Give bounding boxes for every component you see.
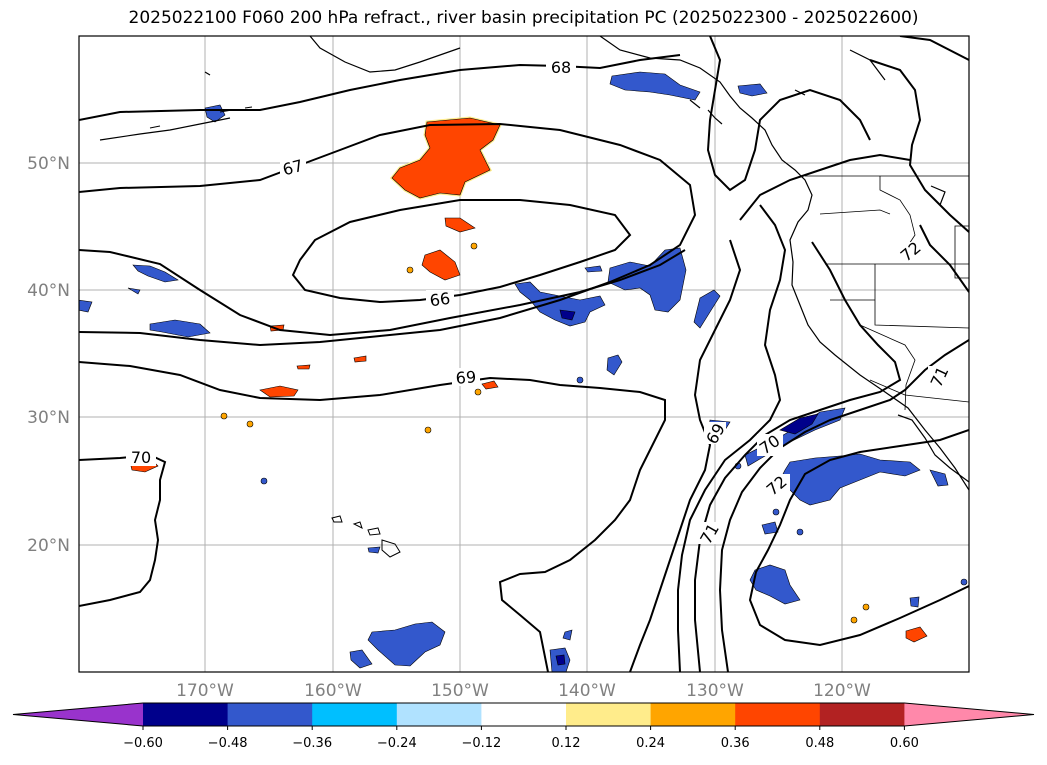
colorbar-tick-label: −0.36 bbox=[292, 736, 332, 751]
lat-label: 30°N bbox=[27, 408, 70, 428]
refractivity-contours bbox=[79, 36, 969, 672]
colorbar-tick-label: 0.12 bbox=[552, 736, 581, 751]
colorbar-tick-label: −0.60 bbox=[123, 736, 163, 751]
precip-positive-patches bbox=[129, 116, 928, 643]
colorbar-bin bbox=[819, 703, 905, 726]
lon-label: 120°W bbox=[813, 681, 871, 701]
colorbar-tick-label: −0.12 bbox=[461, 736, 501, 751]
lon-label: 160°W bbox=[304, 681, 362, 701]
political-borders bbox=[805, 175, 969, 411]
colorbar: −0.60 −0.48 −0.36 −0.24 −0.12 0.12 0.24 0.36 0.4… bbox=[12, 702, 1035, 751]
colorbar-tick-label: 0.24 bbox=[636, 736, 665, 751]
colorbar-extend-max bbox=[904, 703, 1034, 726]
map-frame bbox=[78, 35, 970, 673]
lat-label: 50°N bbox=[27, 154, 70, 174]
colorbar-bin bbox=[312, 703, 398, 726]
coastlines bbox=[99, 36, 969, 491]
contour-label: 70 bbox=[131, 448, 151, 467]
contour-label: 68 bbox=[551, 58, 571, 77]
lon-label: 150°W bbox=[431, 681, 489, 701]
colorbar-tick-label: −0.48 bbox=[208, 736, 248, 751]
contour-label: 69 bbox=[455, 367, 477, 387]
colorbar-extend-min bbox=[13, 703, 143, 726]
contour-label: 66 bbox=[429, 289, 452, 311]
colorbar-tick-label: −0.24 bbox=[377, 736, 417, 751]
colorbar-bin bbox=[566, 703, 652, 726]
gridlines bbox=[79, 36, 969, 672]
colorbar-tick-label: 0.60 bbox=[890, 736, 919, 751]
colorbar-bin bbox=[650, 703, 736, 726]
lon-label: 130°W bbox=[686, 681, 744, 701]
colorbar-bin bbox=[227, 703, 313, 726]
map-title: 2025022100 F060 200 hPa refract., river … bbox=[128, 8, 919, 28]
contour-label-backgrounds bbox=[126, 58, 952, 544]
lat-label: 20°N bbox=[27, 536, 70, 556]
contour-label: 67 bbox=[281, 156, 306, 180]
lat-label: 40°N bbox=[27, 281, 70, 301]
colorbar-bin bbox=[396, 703, 482, 726]
colorbar-tick-label: 0.36 bbox=[721, 736, 750, 751]
precip-negative-patches bbox=[79, 71, 968, 672]
colorbar-bin bbox=[143, 703, 229, 726]
colorbar-bin bbox=[735, 703, 821, 726]
colorbar-tick-label: 0.48 bbox=[805, 736, 834, 751]
colorbar-bin bbox=[481, 703, 567, 726]
lon-label: 170°W bbox=[176, 681, 234, 701]
lon-label: 140°W bbox=[558, 681, 616, 701]
